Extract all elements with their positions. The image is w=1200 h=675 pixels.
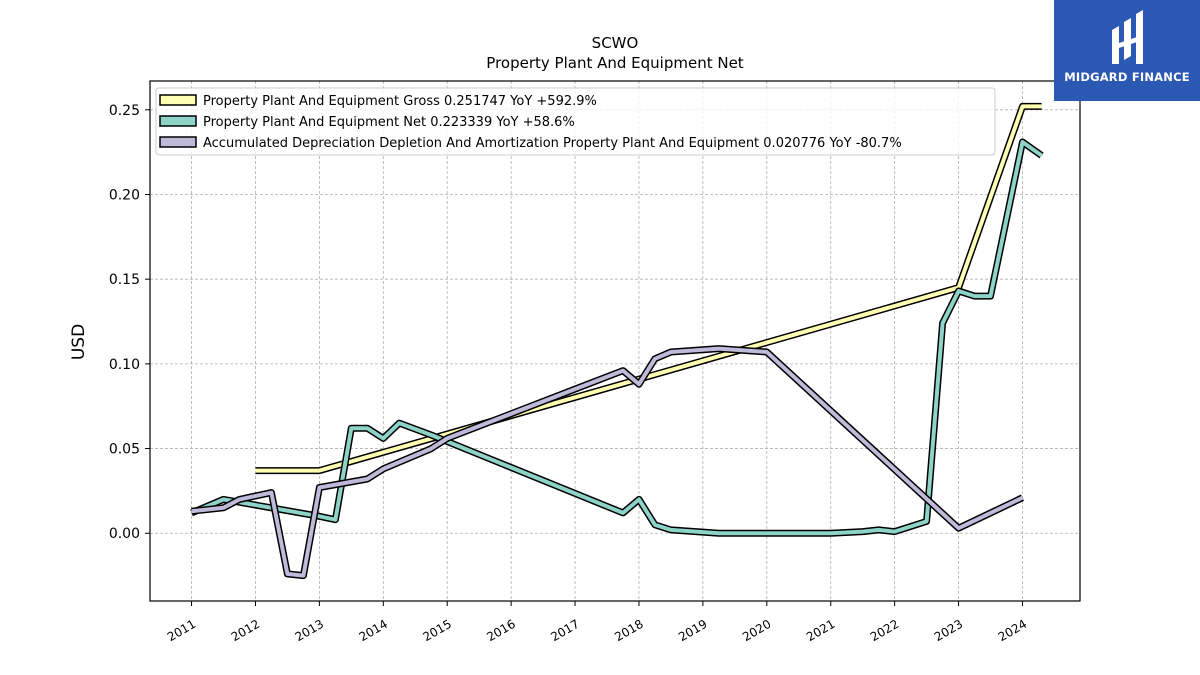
y-tick-label: 0.25 <box>109 103 140 119</box>
legend-swatch-2 <box>159 115 197 127</box>
x-tick-label: 2014 <box>357 617 390 644</box>
legend-label-1: Property Plant And Equipment Gross 0.251… <box>203 94 597 109</box>
x-tick-label: 2022 <box>868 617 901 644</box>
legend-label-3: Accumulated Depreciation Depletion And A… <box>203 136 902 151</box>
legend-box <box>155 87 996 156</box>
x-tick-label: 2019 <box>676 617 709 644</box>
plot-frame <box>149 80 1081 602</box>
legend-swatch-1 <box>159 94 197 106</box>
y-tick-label: 0.15 <box>109 272 140 288</box>
series-line-2 <box>190 140 1043 536</box>
series-layer <box>190 102 1044 580</box>
chart-subtitle: Property Plant And Equipment Net <box>486 54 743 72</box>
x-tick-label: 2011 <box>165 617 198 644</box>
x-tick-label: 2016 <box>484 617 517 644</box>
chart-title: SCWO <box>592 34 639 52</box>
axis-ticks: 2011 2012 2013 2014 2015 2016 2017 2018 2019 2020… <box>109 103 1029 644</box>
x-tick-label: 2012 <box>229 617 262 644</box>
x-tick-label: 2020 <box>740 617 773 644</box>
x-tick-label: 2015 <box>420 617 453 644</box>
legend-label-2: Property Plant And Equipment Net 0.22333… <box>203 115 575 130</box>
y-tick-label: 0.10 <box>109 357 140 373</box>
brand-logo-text: MIDGARD FINANCE <box>1064 70 1190 84</box>
legend-swatch-3 <box>159 136 197 148</box>
y-tick-label: 0.20 <box>109 187 140 203</box>
x-tick-label: 2018 <box>612 617 645 644</box>
x-tick-label: 2013 <box>293 617 326 644</box>
brand-logo: MIDGARD FINANCE <box>1054 0 1200 101</box>
y-tick-label: 0.00 <box>109 526 140 542</box>
y-tick-label: 0.05 <box>109 442 140 458</box>
x-tick-label: 2017 <box>548 617 581 644</box>
grid <box>150 81 1080 601</box>
x-tick-label: 2023 <box>932 617 965 644</box>
brand-logo-icon <box>1112 10 1143 64</box>
series-line-3 <box>191 346 1024 578</box>
x-tick-label: 2021 <box>804 617 837 644</box>
y-axis-label: USD <box>69 324 89 360</box>
x-tick-label: 2024 <box>996 617 1029 644</box>
series-line-1 <box>255 104 1042 473</box>
legend: Property Plant And Equipment Gross 0.251… <box>155 87 996 156</box>
series-line-outline-3 <box>191 345 1025 580</box>
series-line-outline-1 <box>255 102 1042 475</box>
